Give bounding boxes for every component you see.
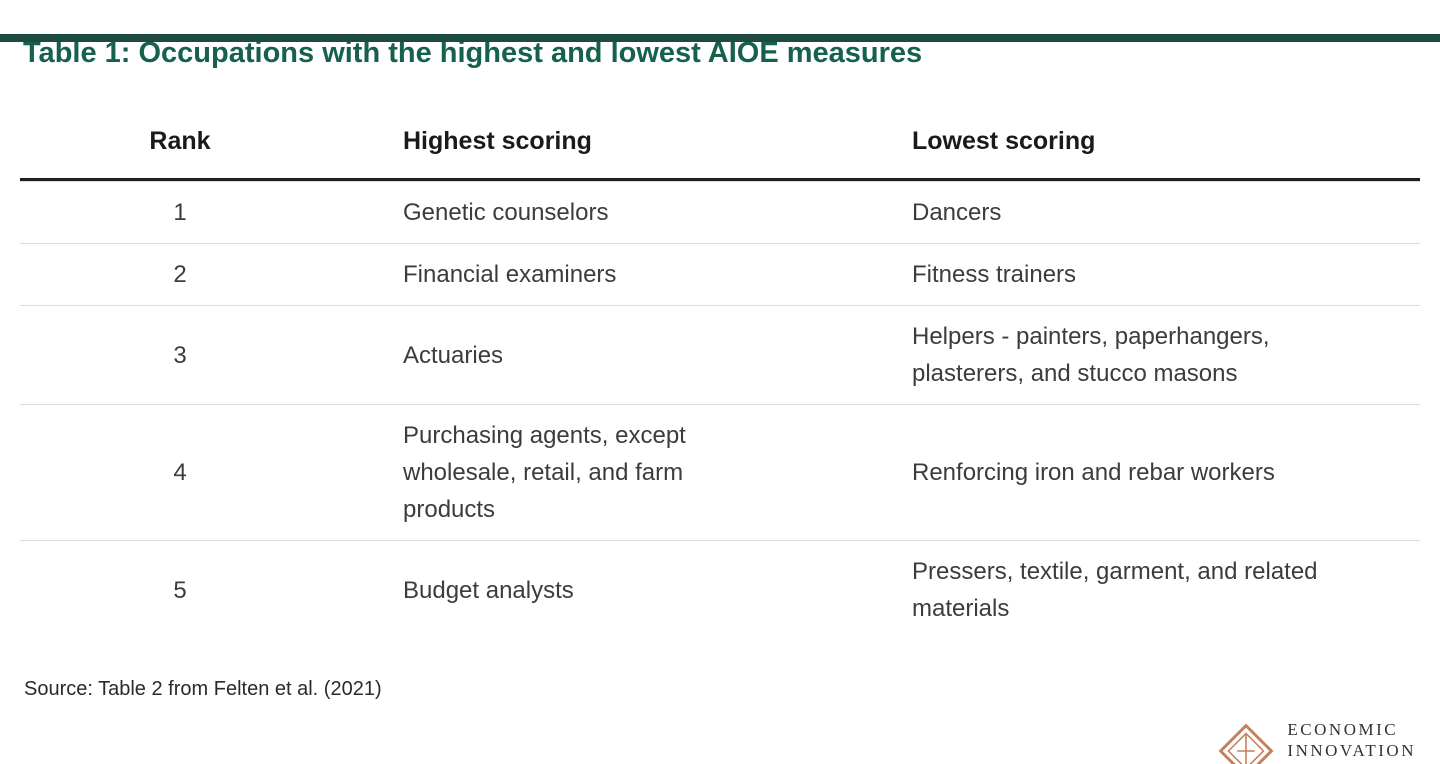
highest-text: Budget analysts xyxy=(403,576,574,604)
column-header-lowest: Lowest scoring xyxy=(912,127,1096,155)
highest-cell: Purchasing agents, except wholesale, ret… xyxy=(340,417,912,528)
highest-text: Purchasing agents, except wholesale, ret… xyxy=(403,422,686,523)
highest-cell: Genetic counselors xyxy=(340,194,912,231)
lowest-text: Helpers - painters, paperhangers, plaste… xyxy=(912,323,1270,387)
rank-cell: 5 xyxy=(173,576,187,604)
lowest-cell: Dancers xyxy=(912,194,1420,231)
table-row: 1 Genetic counselors Dancers xyxy=(20,181,1420,243)
lowest-text: Renforcing iron and rebar workers xyxy=(912,459,1275,486)
rank-cell: 2 xyxy=(173,261,187,288)
top-accent-bar xyxy=(0,34,1440,42)
brand-line: GROUP xyxy=(1287,761,1416,764)
lowest-cell: Pressers, textile, garment, and related … xyxy=(912,553,1420,627)
highest-cell: Financial examiners xyxy=(340,256,912,293)
lowest-text: Fitness trainers xyxy=(912,261,1077,288)
rank-cell: 4 xyxy=(173,459,187,486)
column-header-rank: Rank xyxy=(149,127,211,155)
rank-cell: 1 xyxy=(173,199,187,226)
source-note: Source: Table 2 from Felten et al. (2021… xyxy=(24,678,382,700)
lowest-cell: Renforcing iron and rebar workers xyxy=(912,454,1420,491)
lowest-cell: Helpers - painters, paperhangers, plaste… xyxy=(912,318,1420,392)
table-header-row: Rank Highest scoring Lowest scoring xyxy=(20,118,1420,181)
brand-line: INNOVATION xyxy=(1287,741,1416,760)
highest-text: Financial examiners xyxy=(403,261,617,288)
brand-line: ECONOMIC xyxy=(1287,720,1399,739)
table-row: 5 Budget analysts Pressers, textile, gar… xyxy=(20,540,1420,639)
lowest-text: Dancers xyxy=(912,199,1002,226)
brand-wordmark: ECONOMIC INNOVATION GROUP xyxy=(1287,719,1416,764)
lowest-cell: Fitness trainers xyxy=(912,256,1420,293)
highest-cell: Budget analysts xyxy=(340,572,912,609)
lowest-text: Pressers, textile, garment, and related … xyxy=(912,558,1318,622)
highest-cell: Actuaries xyxy=(340,337,912,374)
highest-text: Genetic counselors xyxy=(403,199,609,226)
column-header-highest: Highest scoring xyxy=(403,127,592,155)
table-row: 2 Financial examiners Fitness trainers xyxy=(20,243,1420,305)
table-row: 3 Actuaries Helpers - painters, paperhan… xyxy=(20,305,1420,404)
eig-diamond-icon xyxy=(1218,723,1274,764)
highest-text: Actuaries xyxy=(403,341,504,369)
table-row: 4 Purchasing agents, except wholesale, r… xyxy=(20,404,1420,540)
rank-cell: 3 xyxy=(173,341,187,369)
eig-branding: ECONOMIC INNOVATION GROUP xyxy=(1218,719,1416,764)
table-title: Table 1: Occupations with the highest an… xyxy=(23,37,923,69)
occupations-table: Rank Highest scoring Lowest scoring 1 Ge… xyxy=(20,118,1420,639)
